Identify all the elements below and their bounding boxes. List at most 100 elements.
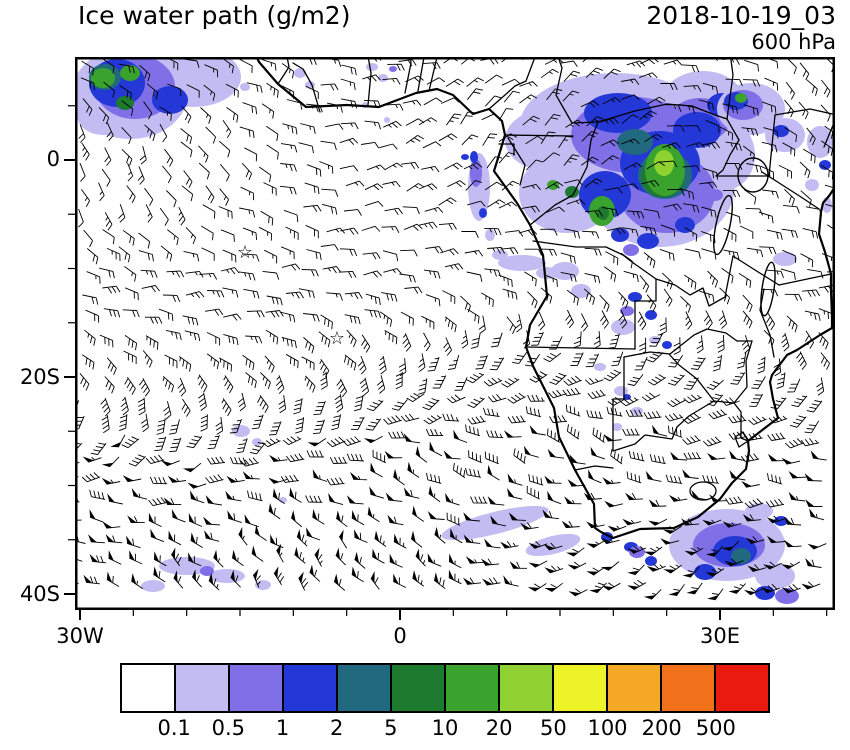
iwp-fill-blob — [232, 425, 250, 437]
star-marker-1: ☆ — [237, 242, 253, 263]
wind-barb-pennant — [122, 475, 134, 482]
wind-barb-pennant — [306, 527, 313, 538]
wind-barb-pennant — [129, 550, 135, 561]
lake-tanganyika — [713, 194, 733, 256]
wind-barb-pennant — [588, 469, 594, 480]
wind-barb-pennant — [663, 569, 676, 574]
iwp-fill-blob — [819, 160, 831, 170]
wind-barb-pennant — [625, 492, 635, 500]
iwp-fill-blob — [675, 217, 695, 233]
wind-barb-pennant — [429, 441, 435, 453]
wind-barb-pennant — [370, 462, 376, 474]
wind-barb-pennant — [747, 565, 759, 572]
iwp-fill-blob — [200, 566, 214, 576]
iwp-fill-blob — [662, 341, 672, 349]
wind-barb-pennant — [449, 553, 455, 565]
wind-barb-pennant — [270, 534, 276, 545]
wind-barb-pennant — [354, 551, 360, 564]
wind-barb-pennant — [652, 424, 660, 435]
wind-barb-pennant — [781, 587, 793, 593]
wind-barb-pennant — [374, 530, 380, 542]
map-line — [292, 62, 321, 113]
wind-barb-pennant — [503, 575, 511, 585]
iwp-fill-blob — [505, 110, 585, 170]
wind-barb-pennant — [741, 480, 752, 488]
wind-barb-pennant — [339, 529, 344, 542]
iwp-fill-blob — [470, 151, 478, 163]
map-line — [734, 431, 749, 448]
iwp-fill-blob — [498, 255, 546, 271]
iwp-fill-blob — [470, 159, 482, 187]
wind-barb-pennant — [805, 557, 814, 567]
wind-barb-pennant — [192, 569, 197, 582]
wind-barb-pennant — [88, 534, 97, 543]
map-line — [726, 57, 734, 120]
wind-barb-pennant — [709, 494, 719, 502]
wind-barb-pennant — [681, 518, 692, 526]
iwp-fill-blob — [389, 66, 397, 72]
wind-barb-pennant — [242, 471, 252, 479]
wind-barb-pennant — [393, 468, 399, 481]
wind-barb-pennant — [393, 533, 400, 545]
wind-barb-pennant — [335, 547, 340, 560]
wind-barb-pennant — [126, 535, 133, 546]
map-line — [532, 240, 657, 280]
map-line — [277, 57, 290, 85]
iwp-fill-blob — [152, 86, 188, 114]
wind-barb-pennant — [272, 488, 278, 500]
wind-barb-pennant — [568, 591, 581, 596]
map-line — [612, 400, 715, 452]
wind-barb-pennant — [171, 547, 176, 560]
wind-barb-pennant — [276, 543, 282, 556]
wind-barb-pennant — [646, 566, 659, 572]
wind-barb-pennant — [312, 509, 318, 521]
iwp-fill-blob — [584, 93, 652, 133]
colorbar-cell — [716, 665, 768, 711]
wind-barb-pennant — [810, 450, 819, 459]
map-line — [623, 328, 738, 358]
wind-barb-pennant — [684, 550, 697, 556]
colorbar-tick-label: 200 — [641, 716, 682, 740]
wind-barb-pennant — [314, 547, 320, 560]
wind-barb-pennant — [412, 505, 418, 517]
country-borders — [277, 57, 835, 501]
colorbar-cell — [122, 665, 176, 711]
wind-barb-pennant — [668, 494, 680, 502]
wind-barb-pennant — [411, 530, 416, 543]
wind-barb-pennant — [102, 521, 113, 529]
iwp-fill-blob — [461, 154, 469, 160]
wind-barb-pennant — [346, 495, 356, 504]
wind-barb-pennant — [168, 530, 174, 542]
wind-barb-pennant — [204, 530, 212, 540]
iwp-fill-blob — [479, 208, 487, 218]
iwp-fill-blob — [628, 292, 642, 302]
wind-barb-pennant — [354, 529, 361, 540]
iwp-fill-blob — [773, 252, 797, 266]
wind-barb-pennant — [131, 573, 137, 585]
wind-barb-pennant — [387, 514, 396, 524]
wind-barb-pennant — [294, 546, 300, 559]
map-line — [488, 57, 536, 110]
y-axis-label-40s: 40S — [19, 582, 60, 606]
wind-barb-pennant — [407, 461, 413, 473]
iwp-fill-blob — [617, 129, 653, 155]
wind-barb-pennant — [82, 456, 94, 463]
wind-barb-pennant — [434, 572, 439, 584]
wind-barb-pennant — [190, 532, 196, 544]
wind-barb-pennant — [627, 585, 639, 590]
wind-barb-pennant — [807, 543, 819, 550]
wind-barb-pennant — [173, 570, 178, 583]
wind-barb-pennant — [742, 514, 753, 521]
wind-barb-pennant — [729, 450, 738, 460]
wind-barbs-layer — [75, 57, 835, 601]
map-line — [529, 121, 599, 226]
wind-barb-pennant — [487, 496, 497, 505]
wind-barb-pennant — [238, 527, 243, 539]
map-line — [428, 57, 438, 92]
colorbar-cell — [446, 665, 500, 711]
wind-barb-pennant — [801, 583, 813, 590]
wind-barb-pennant — [351, 510, 358, 521]
wind-barb-pennant — [586, 571, 599, 576]
wind-barb-pennant — [227, 510, 235, 521]
wind-barb-pennant — [707, 452, 718, 460]
